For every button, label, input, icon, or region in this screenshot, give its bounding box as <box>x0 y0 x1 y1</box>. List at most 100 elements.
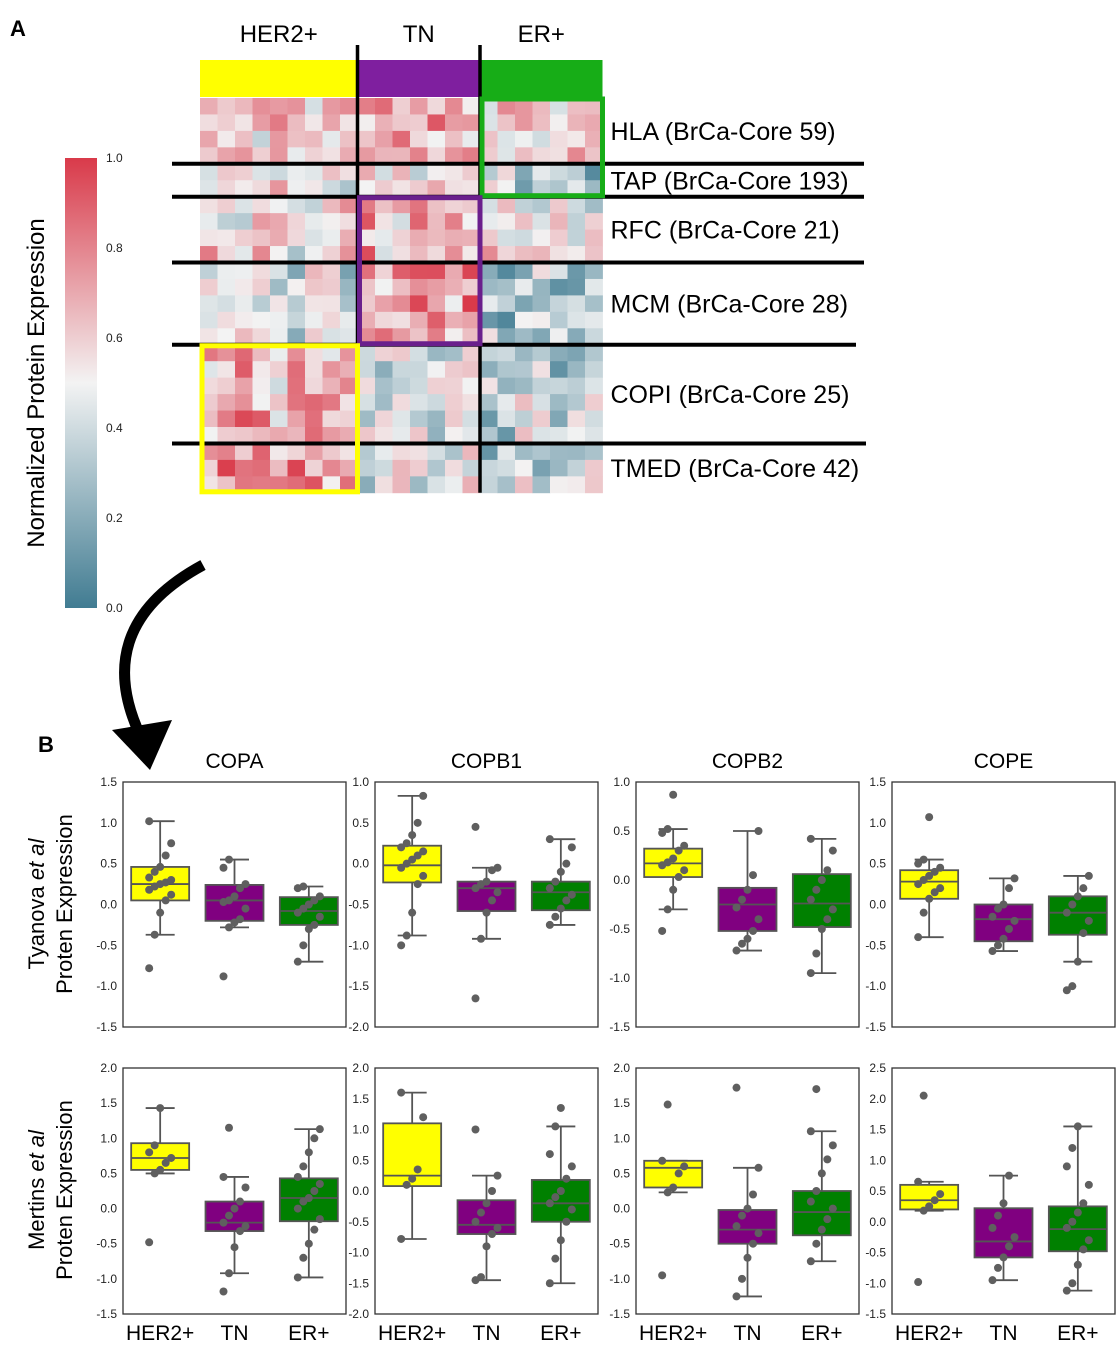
x-tick-label: ER+ <box>288 1322 329 1345</box>
data-point <box>471 884 480 893</box>
data-point <box>156 1165 165 1174</box>
heatmap-cell <box>585 180 603 198</box>
heatmap-cell <box>322 361 341 379</box>
heatmap-cell <box>550 180 568 198</box>
heatmap-cell <box>375 394 393 411</box>
heatmap-cell <box>515 98 533 115</box>
heatmap-cell <box>532 163 551 181</box>
heatmap-cell <box>567 459 586 477</box>
data-point <box>994 1211 1002 1220</box>
heatmap-cell <box>515 377 533 395</box>
data-point <box>471 994 480 1003</box>
data-point <box>488 1230 496 1239</box>
heatmap-cell <box>322 459 341 477</box>
heatmap-cell <box>322 295 341 313</box>
heatmap-highlight-boxes <box>199 96 605 495</box>
heatmap-cell <box>427 180 446 198</box>
heatmap-cell <box>497 147 516 165</box>
x-tick-label: TN <box>221 1322 249 1345</box>
data-point <box>1062 986 1071 995</box>
data-point <box>150 867 159 876</box>
heatmap-cell <box>462 394 481 411</box>
x-tick-label: HER2+ <box>639 1322 707 1345</box>
heatmap-cell <box>392 163 411 181</box>
heatmap-cell <box>392 114 411 132</box>
heatmap-cell <box>427 213 446 230</box>
heatmap-cell <box>480 213 498 230</box>
heatmap-cell <box>427 246 446 263</box>
heatmap-cell <box>217 196 236 214</box>
x-tick-label: ER+ <box>801 1322 842 1345</box>
data-point <box>230 1204 239 1213</box>
data-point <box>167 1153 176 1162</box>
row-label-mertins: Mertins et al <box>24 1129 49 1250</box>
heatmap-cell <box>585 98 603 115</box>
boxplot-panel: 2.0 1.5 1.0 0.5 0.0 -0.5 -1.0 -1.5 HER2+ TN ER+ <box>96 1061 347 1345</box>
data-point <box>936 863 945 872</box>
heatmap-cell <box>217 410 236 428</box>
y-tick-label: -1.5 <box>609 1020 630 1034</box>
data-point <box>402 859 411 868</box>
data-point <box>471 1125 480 1134</box>
heatmap-cell <box>340 295 358 313</box>
y-tick-label: 2.0 <box>352 1061 369 1075</box>
data-point <box>914 1278 923 1287</box>
heatmap-cell <box>305 278 323 296</box>
heatmap-cell <box>305 98 323 115</box>
data-point <box>551 1122 560 1131</box>
data-point <box>1005 925 1013 933</box>
heatmap-cell <box>532 130 551 148</box>
heatmap-cell <box>200 229 218 247</box>
heatmap-cell <box>287 410 306 428</box>
heatmap-cell <box>217 476 236 494</box>
heatmap-cell <box>340 328 358 346</box>
heatmap-cell <box>410 262 428 280</box>
heatmap-cell <box>480 443 498 461</box>
heatmap-cell <box>532 328 551 346</box>
heatmap-cell <box>322 394 341 411</box>
heatmap-cell <box>585 377 603 395</box>
data-point <box>749 1239 757 1248</box>
data-point <box>680 1162 689 1171</box>
data-point <box>738 1274 746 1283</box>
data-point <box>304 1194 313 1203</box>
heatmap-cell <box>462 246 481 263</box>
heatmap-cell <box>305 476 323 494</box>
x-tick-label: TN <box>990 1322 1018 1345</box>
heatmap-cell <box>235 278 253 296</box>
heatmap-cell <box>252 130 271 148</box>
y-tick-label: -1.5 <box>865 1020 886 1034</box>
data-point <box>936 1190 945 1199</box>
heatmap-cell <box>235 476 253 494</box>
data-point <box>471 822 480 831</box>
data-point <box>304 925 313 933</box>
heatmap-cell <box>200 114 218 132</box>
data-point <box>732 946 741 955</box>
heatmap-cell <box>322 163 341 181</box>
heatmap-cell <box>340 98 358 115</box>
heatmap-cell <box>322 427 341 444</box>
heatmap-cell <box>410 147 428 165</box>
heatmap-cell <box>200 213 218 230</box>
heatmap-cell <box>270 377 288 395</box>
data-point <box>674 1169 683 1178</box>
heatmap-cell <box>462 427 481 444</box>
heatmap-cell <box>567 213 586 230</box>
heatmap-cell <box>235 311 253 329</box>
y-tick-label: 2.0 <box>613 1061 630 1075</box>
heatmap-cell <box>252 344 271 362</box>
heatmap-cell <box>480 361 498 379</box>
heatmap-cell <box>252 180 271 198</box>
module-label: COPI (BrCa-Core 25) <box>611 381 850 409</box>
heatmap-cell <box>567 262 586 280</box>
heatmap-cell <box>322 114 341 132</box>
heatmap-cell <box>375 278 393 296</box>
heatmap-cell <box>252 262 271 280</box>
heatmap-cell <box>445 196 463 214</box>
heatmap-cell <box>200 147 218 165</box>
boxplot-title: COPB1 <box>451 750 522 773</box>
data-point <box>402 931 411 940</box>
data-point <box>293 908 302 917</box>
heatmap-cell <box>322 262 341 280</box>
y-tick-label: 0.5 <box>869 1184 886 1198</box>
